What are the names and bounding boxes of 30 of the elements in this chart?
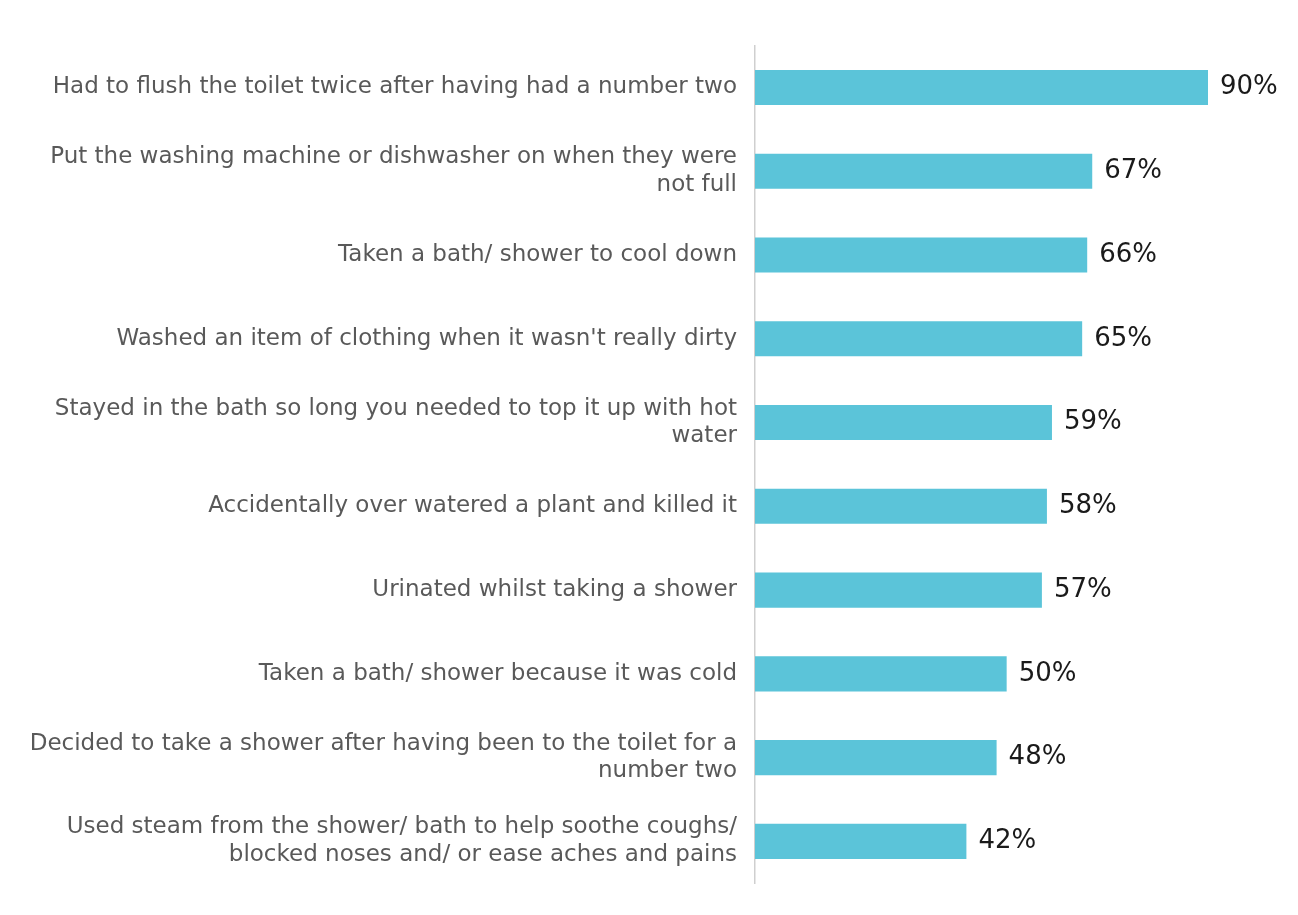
y-tick-label: Accidentally over watered a plant and killed it: [208, 491, 737, 518]
y-tick-label: Had to flush the toilet twice after having had a number two: [52, 72, 737, 99]
data-label: 58%: [1058, 489, 1117, 520]
bar: [755, 823, 967, 859]
y-tick-label: Urinated whilst taking a shower: [372, 575, 738, 602]
y-tick-label: Washed an item of clothing when it wasn't really dirty: [116, 323, 737, 350]
bar: [755, 572, 1042, 608]
bar: [755, 321, 1083, 357]
y-tick-label: Used steam from the shower/ bath to help soothe coughs/ blocked noses and/ or ease aches and pains: [66, 812, 738, 867]
y-tick-label: Stayed in the bath so long you needed to top it up with hot water: [54, 393, 738, 448]
data-label: 65%: [1094, 321, 1152, 352]
bar: [755, 69, 1208, 106]
data-label: 42%: [978, 824, 1037, 855]
data-label: 66%: [1099, 237, 1157, 268]
y-tick-label: Taken a bath/ shower to cool down: [337, 239, 737, 266]
y-tick-label: Taken a bath/ shower because it was cold: [257, 658, 737, 685]
data-label: 50%: [1018, 656, 1077, 687]
y-tick-label: Decided to take a shower after having been to the toilet for a number two: [29, 728, 737, 783]
bar: [755, 237, 1088, 273]
bar: [755, 153, 1093, 189]
data-label: 59%: [1063, 405, 1122, 436]
bar: [755, 656, 1007, 692]
data-label: 57%: [1053, 572, 1112, 603]
bar: [755, 739, 997, 776]
bar: [755, 404, 1052, 441]
data-label: 48%: [1008, 740, 1067, 771]
bar: [755, 488, 1047, 524]
y-tick-label: Put the washing machine or dishwasher on when they were not full: [50, 142, 737, 197]
data-label: 67%: [1104, 153, 1163, 184]
data-label: 90%: [1220, 70, 1278, 101]
